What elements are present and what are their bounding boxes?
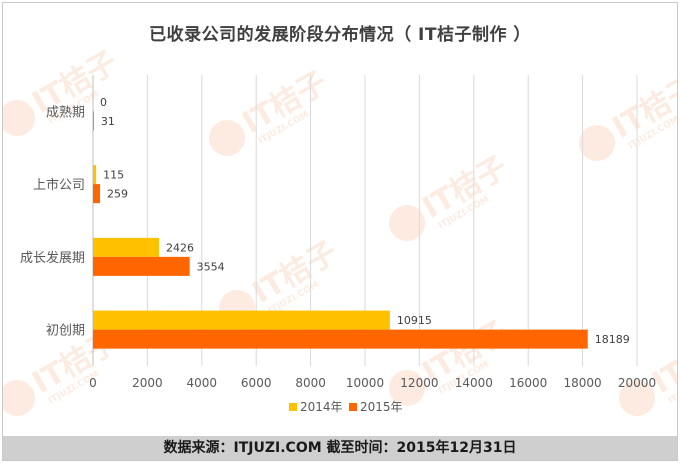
orange-slice-icon: [579, 125, 616, 161]
bar: [93, 184, 101, 204]
x-tick-labels: 0 2000 4000 6000 8000 10000 12000 14000 16000 180…: [89, 376, 656, 390]
data-label: 259: [107, 188, 128, 201]
bar: [93, 256, 190, 276]
legend-swatch: [289, 403, 297, 411]
bar-marks: [93, 111, 588, 349]
data-label: 31: [101, 115, 115, 128]
legend-swatch: [349, 403, 357, 411]
bar: [93, 329, 588, 349]
orange-slice-icon: [3, 380, 36, 416]
x-tick-label: 20000: [618, 376, 656, 390]
data-label: 10915: [397, 314, 432, 327]
x-tick-label: 4000: [187, 376, 218, 390]
category-label: 初创期: [46, 324, 85, 339]
category-label: 成长发展期: [20, 250, 85, 266]
data-label: 18189: [595, 333, 630, 346]
legend-label: 2014年: [300, 400, 343, 414]
x-tick-label: 14000: [455, 376, 493, 390]
data-label: 115: [103, 169, 124, 182]
bar: [93, 165, 97, 185]
x-tick-label: 0: [89, 376, 97, 390]
legend: 2014年 2015年: [289, 400, 403, 414]
category-label: 上市公司: [33, 177, 85, 193]
bar: [93, 310, 390, 330]
category-label: 成熟期: [46, 104, 85, 120]
orange-slice-icon: [3, 100, 36, 136]
x-tick-label: 12000: [400, 376, 438, 390]
x-tick-label: 8000: [295, 376, 326, 390]
legend-label: 2015年: [360, 400, 403, 414]
source-footer: 数据来源：ITJUZI.COM 截至时间：2015年12月31日: [3, 436, 677, 460]
chart-title: 已收录公司的发展阶段分布情况（ IT桔子制作 ）: [149, 25, 531, 45]
orange-slice-icon: [389, 370, 426, 406]
orange-slice-icon: [619, 380, 656, 416]
data-label: 3554: [197, 260, 225, 273]
data-label: 0: [100, 96, 107, 109]
x-tick-label: 18000: [564, 376, 602, 390]
x-tick-label: 10000: [346, 376, 384, 390]
orange-slice-icon: [209, 120, 246, 156]
bar: [93, 111, 94, 131]
orange-slice-icon: [389, 205, 426, 241]
data-label: 2426: [166, 241, 194, 254]
bar: [93, 237, 159, 257]
x-tick-label: 6000: [241, 376, 272, 390]
x-tick-label: 2000: [132, 376, 163, 390]
x-tick-label: 16000: [509, 376, 547, 390]
